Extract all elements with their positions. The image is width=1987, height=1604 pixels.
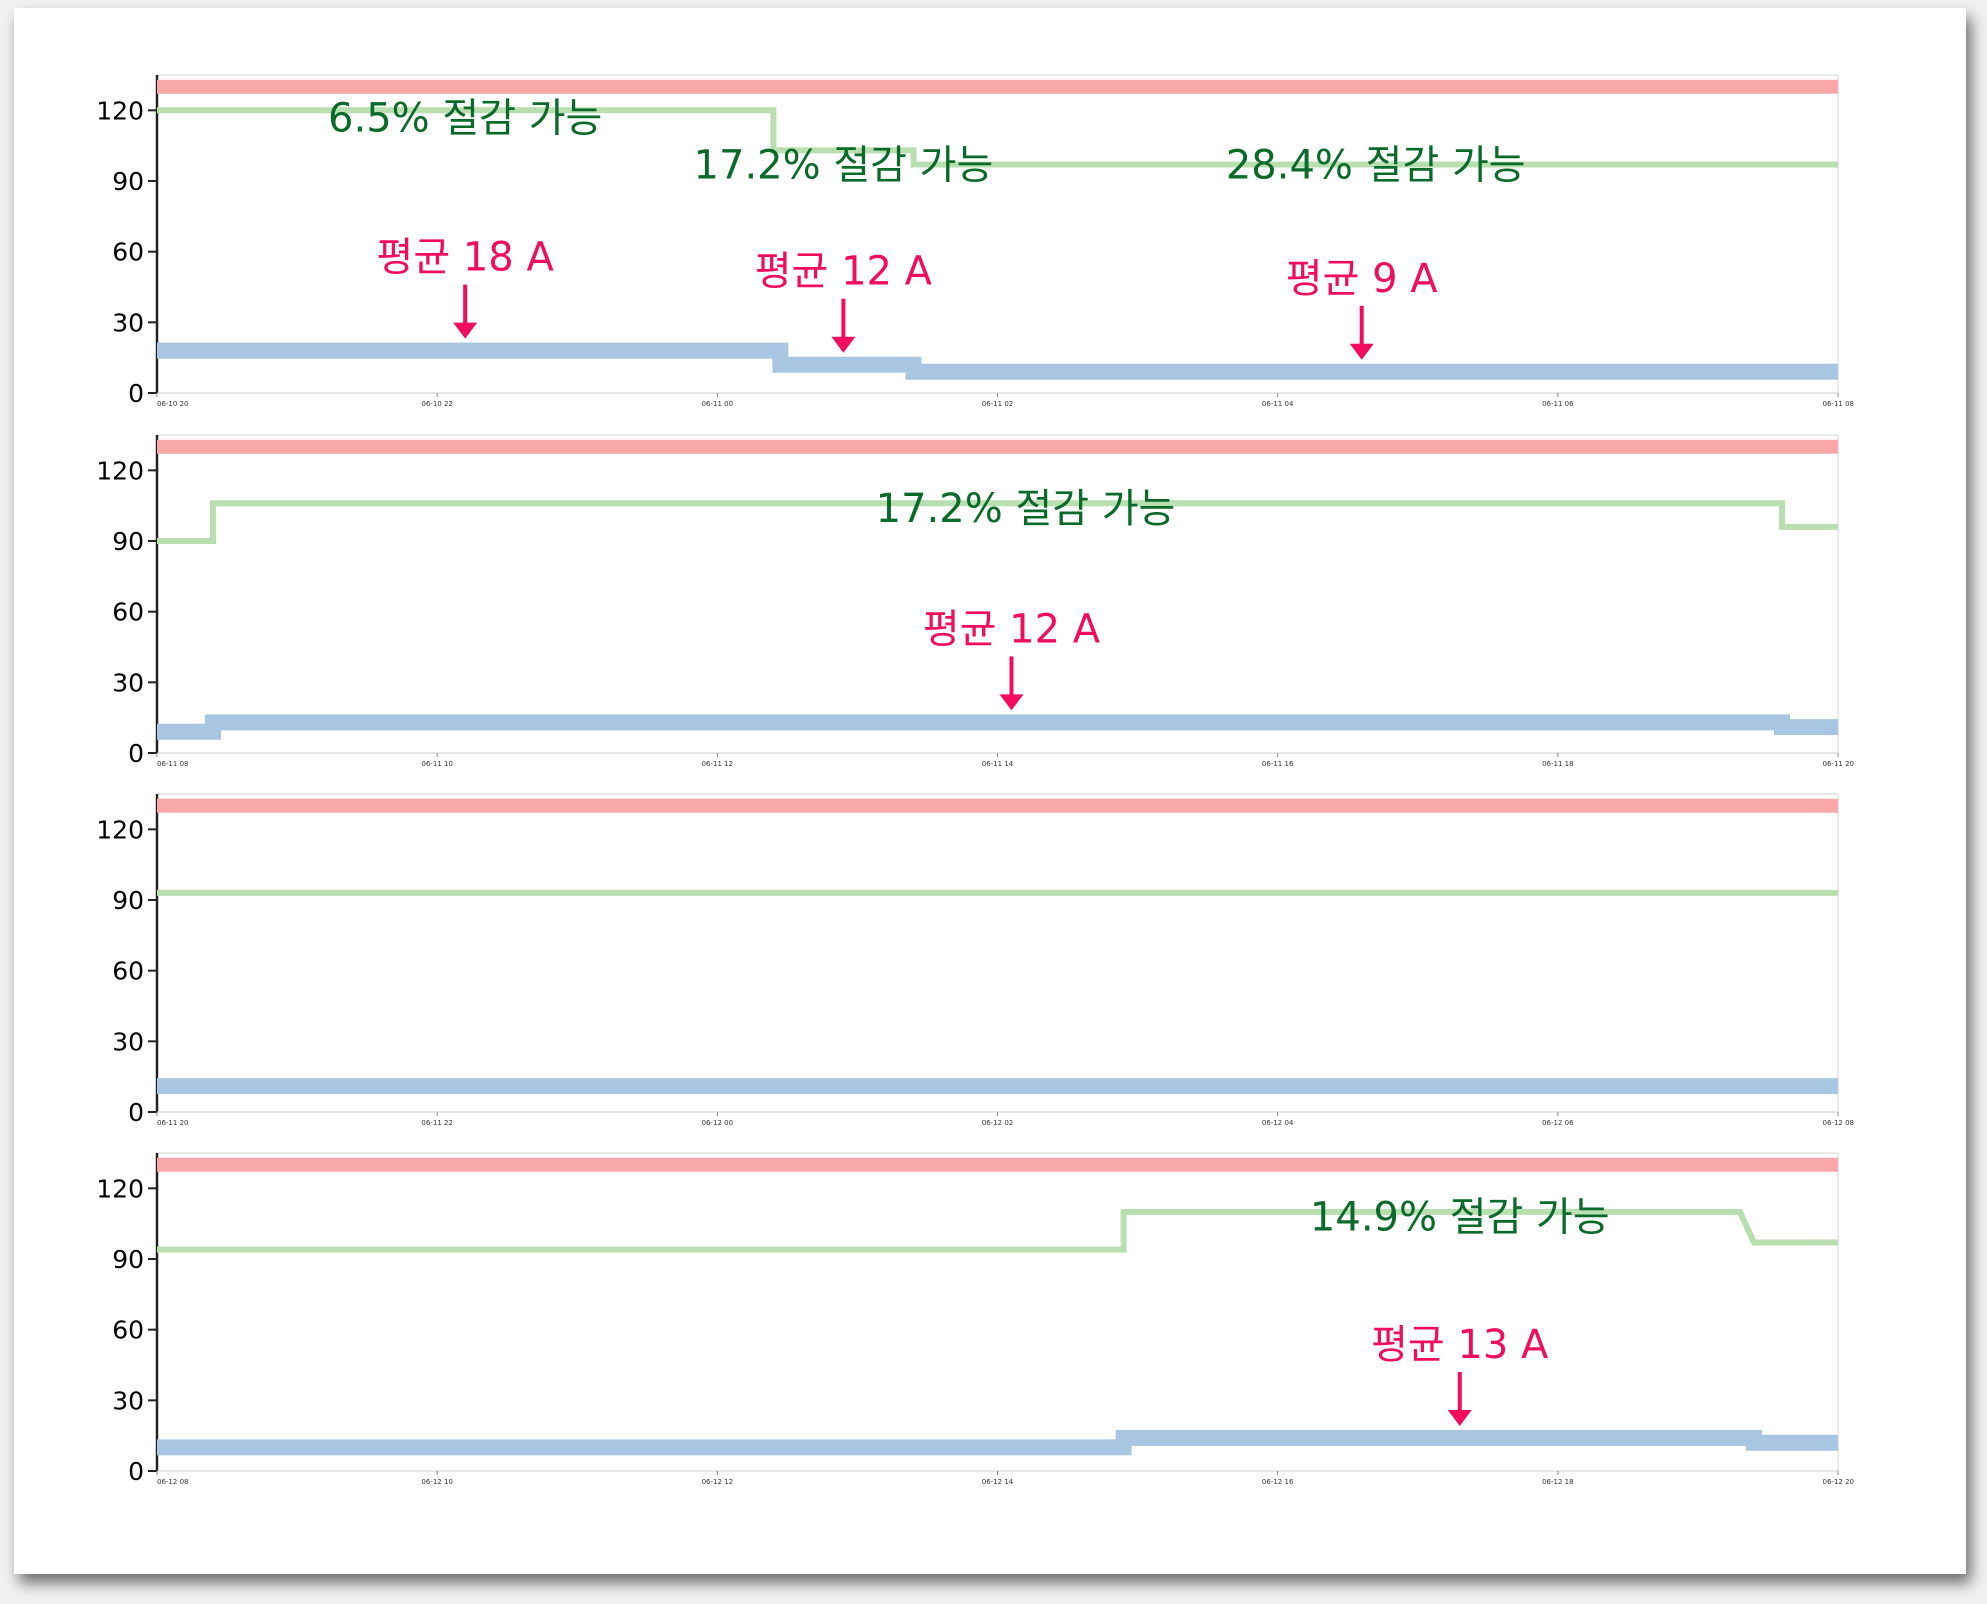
mean-annotation: 평균 12 A bbox=[755, 249, 933, 295]
mean-arrow-head bbox=[1447, 1410, 1472, 1427]
y-tick-label: 30 bbox=[112, 1027, 144, 1056]
y-tick-label: 30 bbox=[112, 668, 144, 697]
panel-1: 0 30 60 90 120 06-10 20 06-10 22 06-11 00 06-11 … bbox=[96, 74, 1854, 408]
current-line bbox=[157, 714, 1838, 740]
x-tick-label: 06-12 08 bbox=[1823, 1119, 1854, 1127]
current-line bbox=[157, 342, 1838, 380]
y-tick-label: 60 bbox=[112, 957, 144, 986]
panel-4: 0 30 60 90 120 06-12 08 06-12 10 06-12 12 06-12 … bbox=[96, 1152, 1854, 1486]
y-tick-label: 90 bbox=[112, 1245, 144, 1274]
x-tick-label: 06-11 20 bbox=[157, 1119, 188, 1127]
x-tick-label: 06-11 00 bbox=[702, 400, 733, 408]
y-tick-label: 0 bbox=[128, 1457, 144, 1486]
x-tick-label: 06-11 20 bbox=[1823, 760, 1854, 768]
saving-annotation: 6.5% 절감 가능 bbox=[328, 95, 602, 141]
y-tick-label: 30 bbox=[112, 308, 144, 337]
chart-card bbox=[14, 8, 1966, 1574]
x-tick-label: 06-11 04 bbox=[1262, 400, 1294, 408]
x-tick-label: 06-12 14 bbox=[982, 1478, 1014, 1486]
x-tick-label: 06-11 08 bbox=[157, 760, 188, 768]
mean-annotation: 평균 18 A bbox=[377, 235, 555, 281]
y-tick-label: 90 bbox=[112, 167, 144, 196]
x-tick-label: 06-12 16 bbox=[1262, 1478, 1294, 1486]
capacity-line bbox=[157, 107, 1838, 168]
x-tick-label: 06-11 14 bbox=[982, 760, 1014, 768]
x-tick-label: 06-10 22 bbox=[421, 400, 452, 408]
y-tick-label: 60 bbox=[112, 598, 144, 627]
x-tick-label: 06-11 22 bbox=[421, 1119, 452, 1127]
x-tick-label: 06-11 08 bbox=[1823, 400, 1854, 408]
y-tick-label: 0 bbox=[128, 1098, 144, 1127]
x-tick-label: 06-12 20 bbox=[1823, 1478, 1854, 1486]
y-tick-label: 60 bbox=[112, 1316, 144, 1345]
mean-annotation: 평균 13 A bbox=[1371, 1322, 1549, 1368]
panel-2: 0 30 60 90 120 06-11 08 06-11 10 06-11 12 06-11 … bbox=[96, 434, 1854, 768]
mean-arrow-head bbox=[999, 694, 1024, 711]
mean-annotation: 평균 12 A bbox=[923, 606, 1101, 652]
saving-annotation: 17.2% 절감 가능 bbox=[694, 143, 994, 189]
x-tick-label: 06-12 18 bbox=[1542, 1478, 1573, 1486]
current-line bbox=[157, 1430, 1838, 1456]
x-tick-label: 06-12 12 bbox=[702, 1478, 733, 1486]
capacity-line bbox=[157, 1208, 1838, 1253]
capacity-line bbox=[157, 500, 1838, 544]
saving-annotation: 17.2% 절감 가능 bbox=[876, 486, 1176, 532]
x-tick-label: 06-12 08 bbox=[157, 1478, 188, 1486]
saving-annotation: 14.9% 절감 가능 bbox=[1310, 1195, 1610, 1241]
x-tick-label: 06-12 04 bbox=[1262, 1119, 1294, 1127]
x-tick-label: 06-11 02 bbox=[982, 400, 1013, 408]
x-tick-label: 06-11 12 bbox=[702, 760, 733, 768]
y-tick-label: 120 bbox=[96, 96, 144, 125]
mean-arrow-head bbox=[831, 336, 856, 353]
y-tick-label: 90 bbox=[112, 886, 144, 915]
x-tick-label: 06-10 20 bbox=[157, 400, 188, 408]
x-tick-label: 06-12 02 bbox=[982, 1119, 1013, 1127]
x-tick-label: 06-11 16 bbox=[1262, 760, 1294, 768]
mean-arrow-head bbox=[1349, 343, 1374, 360]
y-tick-label: 0 bbox=[128, 739, 144, 768]
y-tick-label: 30 bbox=[112, 1386, 144, 1415]
y-tick-label: 0 bbox=[128, 379, 144, 408]
y-tick-label: 120 bbox=[96, 456, 144, 485]
x-tick-label: 06-12 00 bbox=[702, 1119, 733, 1127]
x-tick-label: 06-11 06 bbox=[1542, 400, 1574, 408]
y-tick-label: 90 bbox=[112, 527, 144, 556]
y-tick-label: 120 bbox=[96, 815, 144, 844]
x-tick-label: 06-12 06 bbox=[1542, 1119, 1574, 1127]
mean-arrow-head bbox=[453, 322, 478, 339]
x-tick-label: 06-11 10 bbox=[421, 760, 452, 768]
plot-frame bbox=[156, 434, 1839, 754]
saving-annotation: 28.4% 절감 가능 bbox=[1226, 143, 1526, 189]
panel-3: 0 30 60 90 120 06-11 20 06-11 22 06-12 00 06-12 … bbox=[96, 793, 1854, 1127]
y-tick-label: 120 bbox=[96, 1174, 144, 1203]
plot-frame bbox=[156, 793, 1839, 1113]
y-tick-label: 60 bbox=[112, 238, 144, 267]
mean-annotation: 평균 9 A bbox=[1286, 256, 1438, 302]
x-tick-label: 06-12 10 bbox=[421, 1478, 452, 1486]
x-tick-label: 06-11 18 bbox=[1542, 760, 1573, 768]
